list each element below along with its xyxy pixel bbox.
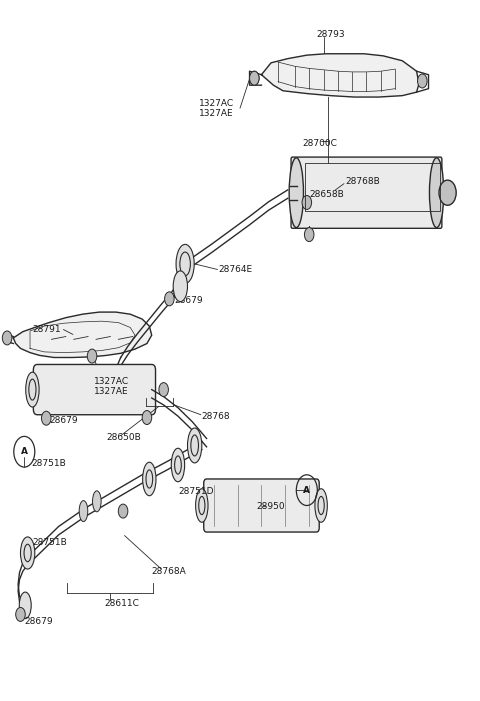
Circle shape [418, 74, 427, 88]
Text: 1327AC: 1327AC [95, 376, 130, 386]
Text: 28751B: 28751B [33, 538, 67, 547]
Text: 28658B: 28658B [309, 189, 344, 198]
Text: 28768A: 28768A [152, 566, 186, 576]
Text: 28611C: 28611C [104, 599, 139, 608]
Text: 1327AC: 1327AC [199, 99, 235, 108]
Ellipse shape [289, 158, 303, 228]
Text: 28700C: 28700C [302, 139, 337, 149]
Text: 28768B: 28768B [345, 177, 380, 186]
Bar [305, 163, 441, 211]
Text: 1327AE: 1327AE [199, 109, 234, 118]
FancyBboxPatch shape [291, 157, 442, 229]
Ellipse shape [196, 489, 208, 522]
Text: 28679: 28679 [49, 416, 78, 425]
Ellipse shape [29, 379, 36, 400]
Circle shape [159, 383, 168, 397]
Ellipse shape [21, 537, 35, 569]
Polygon shape [262, 54, 419, 97]
Circle shape [250, 72, 259, 86]
Text: 28751D: 28751D [178, 487, 214, 496]
Text: 28679: 28679 [24, 617, 53, 626]
Circle shape [118, 504, 128, 518]
Ellipse shape [176, 245, 194, 283]
Ellipse shape [191, 435, 199, 456]
Text: A: A [303, 486, 310, 495]
Ellipse shape [175, 456, 181, 474]
Ellipse shape [19, 592, 31, 618]
FancyBboxPatch shape [204, 479, 319, 532]
Circle shape [87, 349, 97, 363]
Text: A: A [21, 447, 28, 456]
Circle shape [16, 608, 25, 621]
Text: 1327AE: 1327AE [95, 387, 129, 396]
Ellipse shape [26, 372, 39, 407]
Circle shape [142, 411, 152, 425]
Ellipse shape [143, 462, 156, 496]
Circle shape [2, 331, 12, 345]
Text: 28793: 28793 [316, 30, 345, 39]
Text: 28950: 28950 [257, 503, 285, 512]
Circle shape [439, 180, 456, 205]
Ellipse shape [318, 496, 324, 515]
Ellipse shape [199, 496, 205, 515]
Text: 28751B: 28751B [31, 459, 66, 468]
FancyBboxPatch shape [34, 365, 156, 415]
Text: 28679: 28679 [175, 297, 203, 306]
Ellipse shape [146, 470, 153, 488]
Text: 28764E: 28764E [218, 265, 252, 274]
Ellipse shape [430, 158, 444, 228]
Ellipse shape [180, 252, 191, 275]
Ellipse shape [188, 428, 202, 463]
Text: 28768: 28768 [202, 411, 230, 421]
Ellipse shape [171, 448, 185, 482]
Ellipse shape [24, 544, 31, 562]
Ellipse shape [173, 271, 188, 301]
Text: 28791: 28791 [33, 325, 61, 334]
Circle shape [304, 228, 314, 242]
Circle shape [250, 72, 259, 86]
Polygon shape [13, 312, 152, 358]
Text: 28650B: 28650B [107, 433, 141, 442]
Ellipse shape [93, 491, 101, 512]
Circle shape [41, 411, 51, 426]
Ellipse shape [79, 501, 88, 522]
Circle shape [302, 196, 312, 210]
Ellipse shape [315, 489, 327, 522]
Circle shape [165, 292, 174, 306]
